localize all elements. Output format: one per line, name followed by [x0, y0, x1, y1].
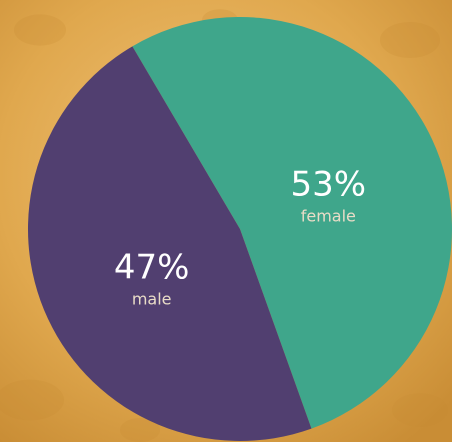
pie-slice-female [132, 17, 452, 429]
texture-spot [392, 393, 448, 427]
pie-slices [27, 17, 452, 442]
texture-spot [380, 22, 440, 58]
texture-spot [14, 14, 66, 46]
slice-label-male: male [132, 289, 172, 308]
slice-labels: 53% female 47% male [114, 165, 366, 309]
slice-percent-female: 53% [291, 165, 367, 205]
pie-slice-male [27, 46, 312, 442]
slice-label-female: female [301, 207, 356, 226]
slice-percent-male: 47% [114, 247, 190, 287]
texture-spot [0, 379, 64, 421]
texture-spot [120, 418, 160, 442]
